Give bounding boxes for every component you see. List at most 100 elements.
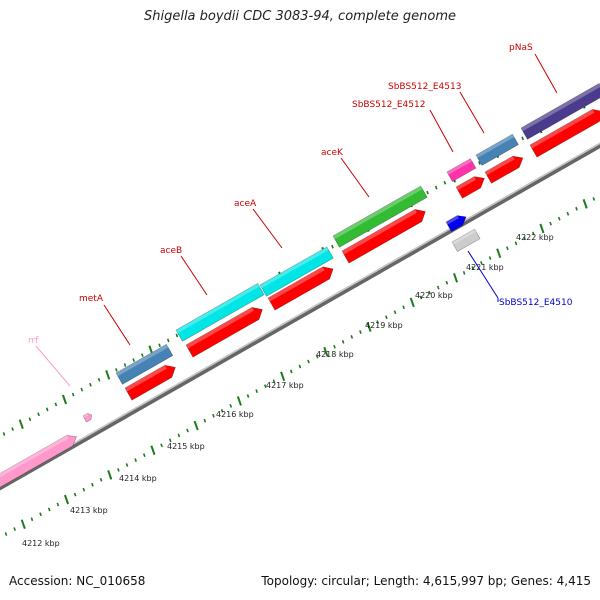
inner-minor-tick: [212, 413, 215, 418]
rrf-arrow: [0, 435, 78, 489]
rrf-small-arrow: [82, 413, 93, 423]
inner-minor-tick: [350, 335, 354, 339]
aceA-box-shine: [260, 246, 329, 289]
outer-minor-tick: [71, 392, 75, 397]
SbBS512_E4510-arrow-shine: [446, 215, 459, 225]
inner-major-tick: [107, 470, 113, 480]
aceK-cds: [341, 209, 426, 264]
inner-minor-tick: [480, 261, 483, 265]
leader-pNaS: [534, 53, 558, 94]
outer-major-tick: [105, 370, 111, 380]
accession-text: Accession: NC_010658: [9, 574, 146, 588]
SbBS512_E4512-cds-shine: [456, 176, 477, 191]
outer-minor-tick: [175, 333, 179, 338]
aceA-cds: [267, 266, 334, 311]
leader-aceB: [180, 255, 208, 296]
outer-minor-tick: [89, 382, 92, 387]
inner-minor-tick: [246, 394, 250, 398]
inner-minor-tick: [134, 458, 137, 462]
inner-minor-tick: [272, 379, 276, 384]
SbBS512_E4512-box-shine: [447, 158, 472, 175]
inner-minor-tick: [82, 487, 86, 492]
inner-major-tick: [582, 199, 588, 209]
outer-minor-tick: [426, 190, 429, 195]
inner-minor-tick: [99, 477, 103, 482]
kbp-label: 4214 kbp: [119, 474, 157, 483]
inner-minor-tick: [436, 285, 440, 290]
inner-major-tick: [150, 445, 156, 456]
outer-major-tick: [18, 419, 24, 429]
SbBS512_E4513-box-shine: [476, 134, 515, 158]
outer-minor-tick: [478, 161, 481, 165]
inner-minor-tick: [298, 364, 302, 369]
inner-minor-tick: [142, 453, 146, 458]
inner-major-tick: [280, 371, 286, 382]
aceK-cds-body: [341, 209, 426, 264]
pNaS-box-shine: [521, 83, 600, 132]
leader-SbBS512_E4512: [429, 109, 454, 153]
aceA-cds-shine: [268, 266, 325, 302]
inner-minor-tick: [4, 532, 8, 536]
inner-minor-tick: [445, 280, 449, 285]
inner-minor-tick: [39, 512, 42, 517]
inner-minor-tick: [566, 211, 570, 216]
aceB-box-body: [175, 283, 265, 342]
leader-SbBS512_E4513: [459, 91, 485, 134]
inner-tick-row: [4, 197, 596, 536]
inner-major-tick: [20, 519, 26, 529]
genome-summary: Topology: circular; Length: 4,615,997 bp…: [261, 574, 591, 588]
backbone-highlight: [0, 142, 600, 487]
SbBS512_E4510-arrow: [445, 215, 467, 232]
SbBS512_E4510-box: [451, 228, 481, 252]
inner-minor-tick: [359, 330, 362, 334]
aceK-box-body: [332, 185, 428, 248]
SbBS512_E4512-box: [446, 158, 477, 182]
inner-minor-tick: [186, 428, 189, 433]
metA-box-body: [115, 343, 174, 385]
inner-minor-tick: [289, 369, 293, 374]
backbone-line: [0, 142, 600, 491]
inner-minor-tick: [168, 438, 172, 443]
inner-minor-tick: [341, 339, 345, 344]
aceK-box-shine: [333, 185, 423, 240]
rrf-small-arrow-shine: [83, 413, 89, 418]
SbBS512_E4513-cds-shine: [485, 156, 515, 176]
SbBS512_E4513-box-body: [475, 133, 519, 166]
inner-minor-tick: [117, 468, 120, 472]
gene-labels: rrf metA aceB aceA aceK SbBS512_E4512 SbBS512_…: [28, 43, 573, 346]
gene-label-rrf: rrf: [28, 336, 39, 346]
SbBS512_E4510-arrow-body: [445, 215, 467, 232]
leader-aceK: [340, 157, 370, 198]
outer-minor-tick: [28, 417, 32, 422]
outer-minor-tick: [331, 244, 334, 249]
inner-minor-tick: [575, 206, 578, 211]
inner-major-tick: [496, 248, 502, 258]
outer-minor-tick: [434, 185, 438, 190]
inner-minor-tick: [255, 389, 259, 393]
kbp-label: 4218 kbp: [316, 350, 354, 359]
inner-minor-tick: [506, 246, 509, 251]
outer-minor-tick: [140, 353, 144, 358]
outer-minor-tick: [166, 338, 170, 343]
gene-label-aceA: aceA: [234, 199, 257, 209]
kbp-label: 4219 kbp: [365, 321, 403, 330]
SbBS512_E4513-cds: [484, 155, 524, 184]
gene-label-aceK: aceK: [321, 148, 344, 158]
rrf-small-arrow-body: [82, 413, 93, 423]
rrf-arrow-shine: [0, 435, 69, 481]
inner-minor-tick: [203, 418, 207, 423]
inner-minor-tick: [91, 482, 94, 487]
genome-backbone: [0, 142, 600, 491]
inner-minor-tick: [307, 359, 310, 364]
outer-minor-tick: [158, 343, 161, 348]
inner-minor-tick: [264, 384, 267, 389]
inner-minor-tick: [125, 463, 129, 467]
outer-minor-tick: [37, 412, 40, 417]
gene-label-metA: metA: [79, 294, 104, 304]
aceA-cds-body: [267, 266, 334, 311]
aceK-cds-shine: [342, 209, 417, 255]
kbp-label: 4220 kbp: [415, 291, 453, 300]
inner-minor-tick: [160, 443, 163, 448]
inner-minor-tick: [592, 197, 596, 201]
outer-minor-tick: [97, 377, 101, 382]
